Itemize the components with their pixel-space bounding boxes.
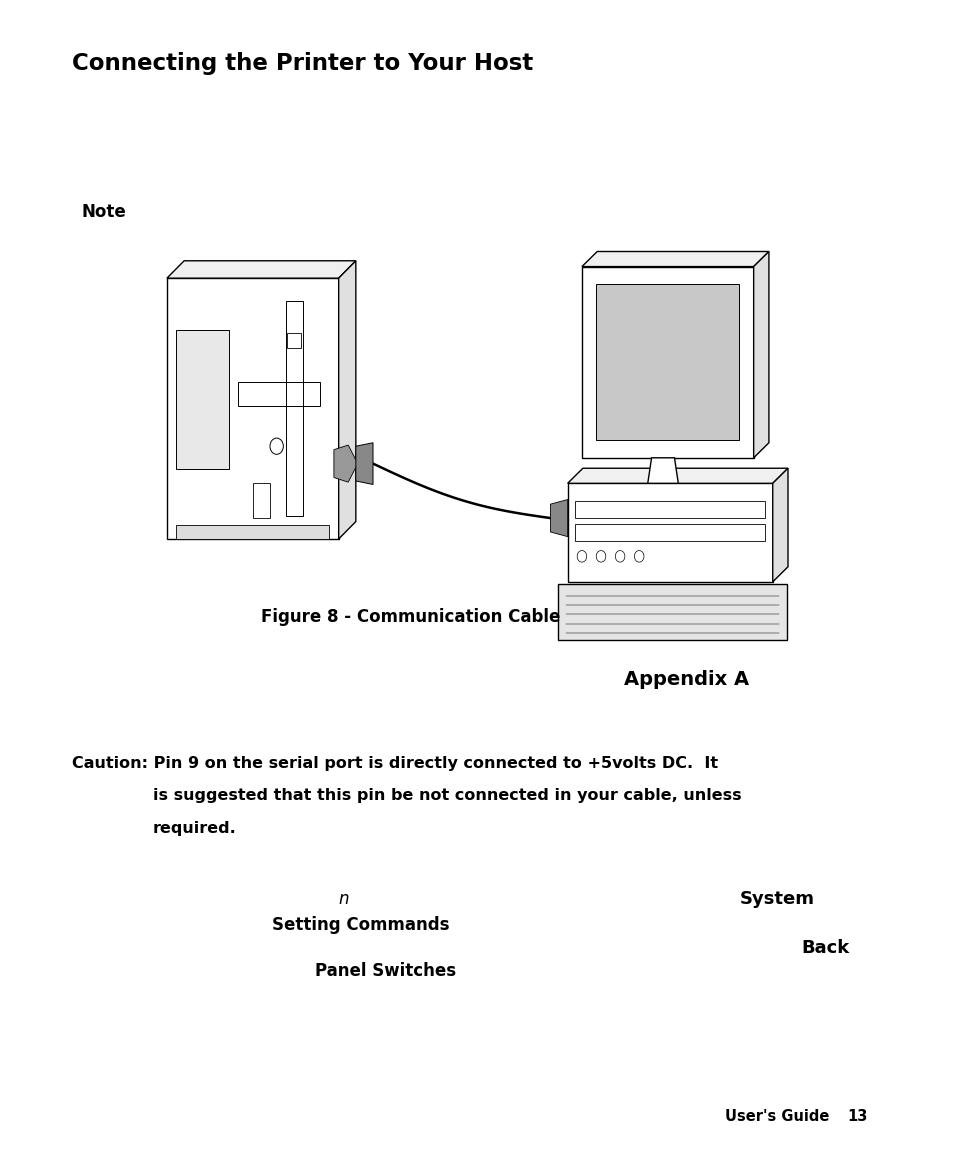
Polygon shape — [558, 584, 786, 640]
Polygon shape — [167, 278, 338, 539]
Text: Connecting the Printer to Your Host: Connecting the Printer to Your Host — [71, 52, 532, 75]
Text: is suggested that this pin be not connected in your cable, unless: is suggested that this pin be not connec… — [152, 788, 740, 803]
Polygon shape — [334, 445, 357, 482]
Polygon shape — [338, 261, 355, 539]
Polygon shape — [176, 525, 329, 539]
Text: System: System — [739, 890, 814, 909]
Text: Setting Commands: Setting Commands — [272, 916, 449, 934]
Polygon shape — [581, 252, 768, 267]
Text: Note: Note — [81, 203, 126, 221]
Polygon shape — [581, 267, 753, 458]
Polygon shape — [596, 284, 739, 440]
Polygon shape — [772, 468, 787, 582]
Text: 13: 13 — [846, 1109, 866, 1124]
Text: required.: required. — [152, 821, 236, 836]
Text: Figure 8 - Communication Cable: Figure 8 - Communication Cable — [260, 608, 559, 627]
Text: Back: Back — [801, 939, 849, 957]
Polygon shape — [176, 330, 229, 469]
Text: User's Guide: User's Guide — [724, 1109, 828, 1124]
Text: Appendix A: Appendix A — [623, 670, 749, 688]
Polygon shape — [753, 252, 768, 458]
Polygon shape — [567, 483, 772, 582]
Text: Panel Switches: Panel Switches — [314, 962, 456, 981]
Polygon shape — [167, 261, 355, 278]
Polygon shape — [647, 458, 678, 483]
Polygon shape — [355, 443, 373, 484]
Text: Caution: Pin 9 on the serial port is directly connected to +5volts DC.  It: Caution: Pin 9 on the serial port is dir… — [71, 756, 717, 771]
Text: n: n — [338, 890, 349, 909]
Polygon shape — [567, 468, 787, 483]
Polygon shape — [550, 500, 567, 537]
